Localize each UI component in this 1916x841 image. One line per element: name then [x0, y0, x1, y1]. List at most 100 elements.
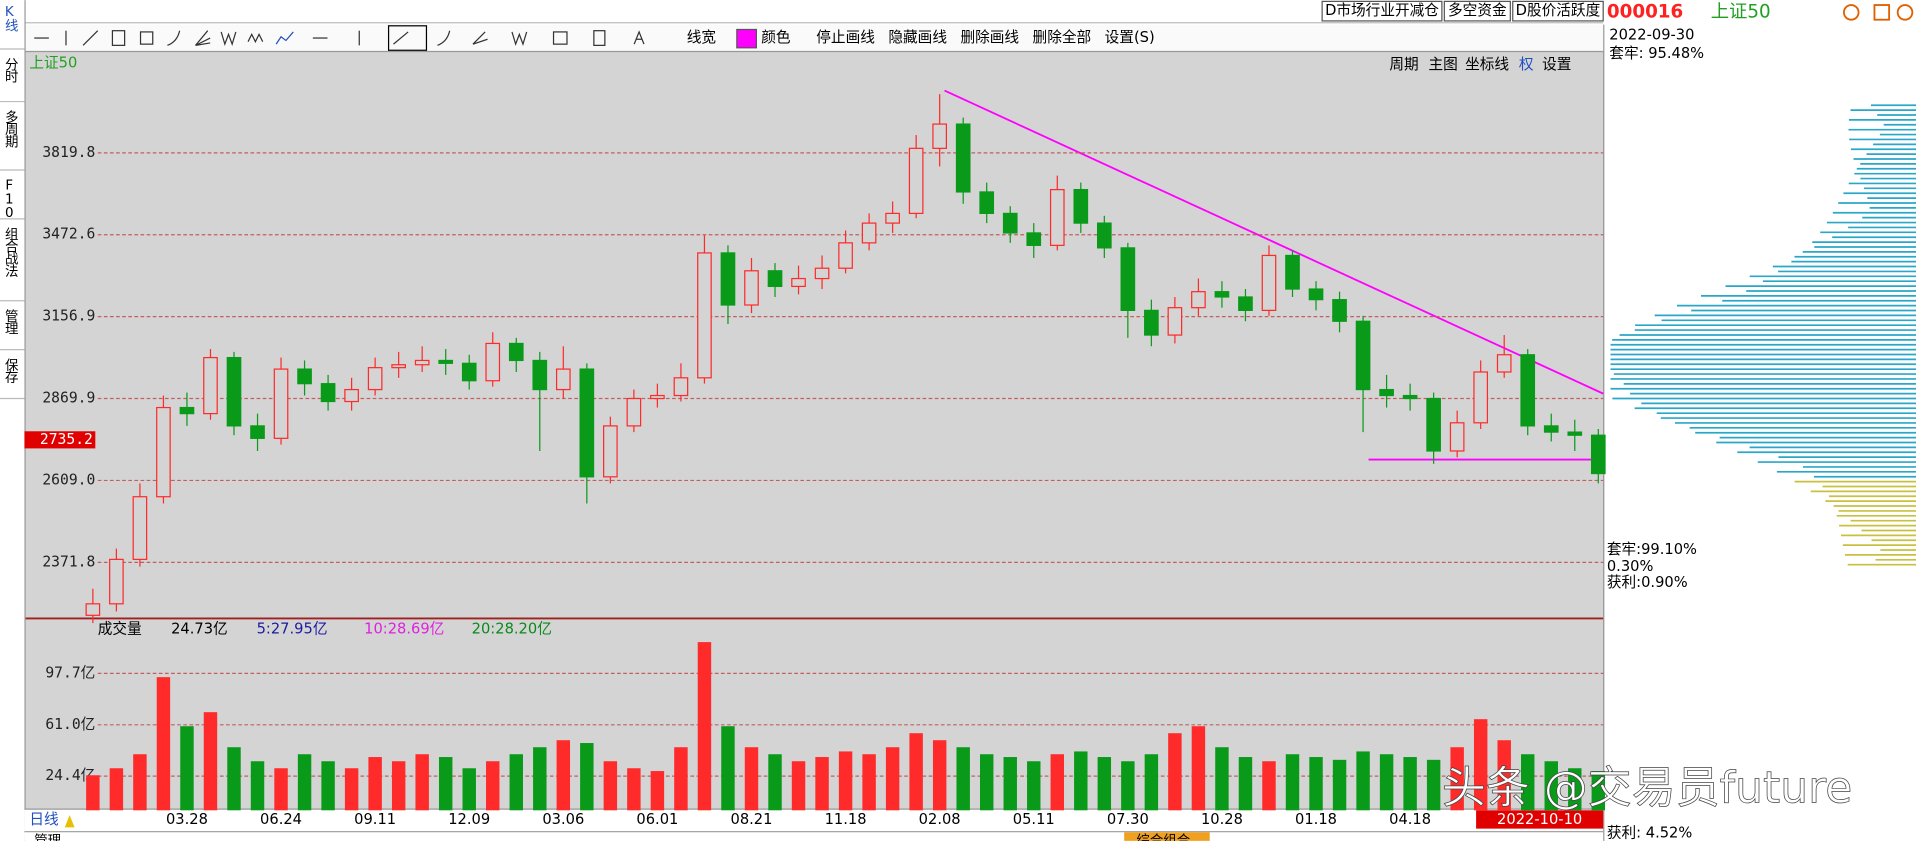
- toolbar-item[interactable]: 设置(S): [1105, 29, 1155, 46]
- volume-bar: [203, 712, 218, 811]
- chart-menu[interactable]: 设置: [1542, 56, 1571, 73]
- chart-menu[interactable]: 权: [1519, 56, 1534, 73]
- bottom-tab[interactable]: 管理: [34, 833, 61, 841]
- tool-icon[interactable]: [82, 30, 99, 46]
- volume-bar: [1356, 751, 1370, 811]
- button-label[interactable]: 多空资金: [1448, 2, 1507, 19]
- tool-icon[interactable]: [472, 31, 488, 45]
- trend-line[interactable]: [944, 89, 1604, 395]
- volume-bar: [627, 768, 641, 811]
- volume-bar: [1426, 759, 1441, 811]
- volume-bar: [979, 754, 994, 811]
- volume-bar: [556, 740, 571, 811]
- sidebar-separators: [0, 48, 25, 400]
- chart-menu[interactable]: 主图: [1428, 56, 1457, 73]
- icon[interactable]: [1842, 4, 1860, 21]
- x-tick-label: 07.30: [1107, 811, 1149, 828]
- sidebar-item[interactable]: K线: [2, 5, 19, 33]
- volume-bar: [133, 754, 147, 811]
- toolbar-item[interactable]: 删除画线: [960, 29, 1019, 46]
- volume-bar: [1262, 761, 1276, 811]
- toolbar-item[interactable]: 停止画线: [816, 29, 875, 46]
- icon[interactable]: [1896, 4, 1914, 21]
- volume-bar: [1050, 754, 1065, 811]
- sidebar-item[interactable]: 管理: [2, 309, 19, 334]
- candle-body: [250, 425, 265, 439]
- button-label[interactable]: D股价活跃度: [1516, 2, 1601, 19]
- volume-bar: [885, 747, 900, 811]
- volume-bar: [1332, 759, 1347, 811]
- y-tick-label: 61.0亿: [45, 716, 95, 733]
- volume-bar: [1450, 747, 1464, 811]
- x-tick-label: 08.21: [731, 811, 773, 828]
- button[interactable]: [1321, 0, 1443, 22]
- sidebar-item[interactable]: 组合战法: [2, 227, 19, 278]
- chart-menu[interactable]: 坐标线: [1465, 56, 1509, 73]
- period-icon[interactable]: [64, 815, 75, 828]
- x-tick-label: 01.18: [1295, 811, 1337, 828]
- toolbar-item[interactable]: 删除全部: [1033, 28, 1092, 46]
- last-price-box: [24, 431, 96, 449]
- x-tick-label: 05.11: [1013, 811, 1055, 828]
- volume-bar: [486, 761, 500, 811]
- tool-icon[interactable]: [195, 30, 211, 46]
- tool-icon[interactable]: [393, 31, 409, 45]
- tool-icon[interactable]: [437, 30, 451, 46]
- tool-icon[interactable]: [275, 31, 294, 45]
- toolbar-item[interactable]: 隐藏画线: [888, 29, 947, 46]
- candle-body: [1167, 307, 1183, 336]
- candle-body: [485, 342, 501, 382]
- tool-icon[interactable]: [111, 30, 126, 46]
- candle-body: [555, 368, 571, 391]
- candle-body: [1191, 291, 1206, 309]
- volume-bar: [744, 747, 759, 811]
- period-label[interactable]: 日线: [29, 811, 59, 828]
- candle-body: [720, 252, 736, 306]
- profile-profit: 获利:0.90%: [1607, 574, 1688, 591]
- tool-icon-selected[interactable]: [387, 25, 428, 51]
- button[interactable]: [1443, 0, 1511, 22]
- y-tick-label: 2609.0: [42, 471, 95, 488]
- x-tick-label: 02.08: [919, 811, 961, 828]
- tool-icon[interactable]: [511, 31, 528, 47]
- tool-icon[interactable]: [247, 33, 264, 44]
- volume-bar: [838, 751, 853, 811]
- sidebar-item[interactable]: 分时: [2, 57, 19, 83]
- sidebar-item[interactable]: F10: [2, 179, 17, 220]
- candle-body: [226, 356, 242, 427]
- tool-icon[interactable]: [633, 30, 645, 45]
- candle-body: [438, 359, 454, 364]
- volume-bar: [650, 771, 665, 811]
- candle-body: [156, 406, 171, 498]
- volume-bar: [1074, 751, 1088, 811]
- bottom-bar: [24, 809, 1604, 841]
- sidebar-item[interactable]: 保存: [2, 358, 19, 384]
- candle-body: [579, 368, 595, 478]
- toolbar-item[interactable]: 线宽: [687, 29, 717, 46]
- tool-icon[interactable]: [139, 31, 154, 45]
- last-price-label: 2735.2: [40, 431, 93, 448]
- x-tick-label: 03.28: [166, 811, 208, 828]
- toolbar-item[interactable]: 颜色: [761, 29, 791, 46]
- volume-bar: [1379, 754, 1394, 811]
- button-label[interactable]: D市场行业开减仓: [1325, 2, 1439, 19]
- bottom-tab[interactable]: 综合组合: [1136, 833, 1190, 841]
- tool-icon[interactable]: [552, 31, 568, 45]
- color-swatch[interactable]: [736, 28, 757, 49]
- candle-body: [391, 364, 406, 369]
- icon[interactable]: [1873, 4, 1891, 21]
- x-tick-label: 09.11: [354, 811, 396, 828]
- candle-body: [1449, 422, 1465, 452]
- candle-body: [1096, 222, 1112, 249]
- tool-icon[interactable]: [593, 30, 606, 46]
- bottom-tab-active[interactable]: [1124, 832, 1210, 841]
- tool-icon[interactable]: [220, 31, 237, 47]
- sidebar-item[interactable]: 多周期: [2, 109, 19, 149]
- candle-body: [1214, 291, 1230, 298]
- button[interactable]: [1512, 0, 1604, 22]
- candle-body: [344, 388, 359, 403]
- ma-label: 10:28.69亿: [364, 620, 444, 637]
- chart-menu[interactable]: 周期: [1389, 56, 1418, 73]
- tool-icon[interactable]: [167, 30, 181, 46]
